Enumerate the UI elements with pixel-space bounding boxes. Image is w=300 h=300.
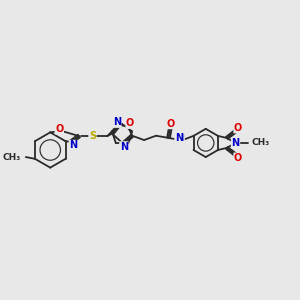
Text: N: N: [113, 117, 121, 127]
Text: O: O: [126, 118, 134, 128]
Text: O: O: [55, 124, 63, 134]
Text: O: O: [234, 153, 242, 163]
Text: N: N: [232, 138, 240, 148]
Text: CH₃: CH₃: [3, 153, 21, 162]
Text: N: N: [69, 140, 77, 151]
Text: N: N: [120, 142, 128, 152]
Text: O: O: [234, 123, 242, 133]
Text: O: O: [167, 118, 175, 129]
Text: N: N: [175, 134, 183, 143]
Text: H: H: [178, 134, 184, 143]
Text: S: S: [89, 131, 96, 141]
Text: CH₃: CH₃: [252, 138, 270, 147]
